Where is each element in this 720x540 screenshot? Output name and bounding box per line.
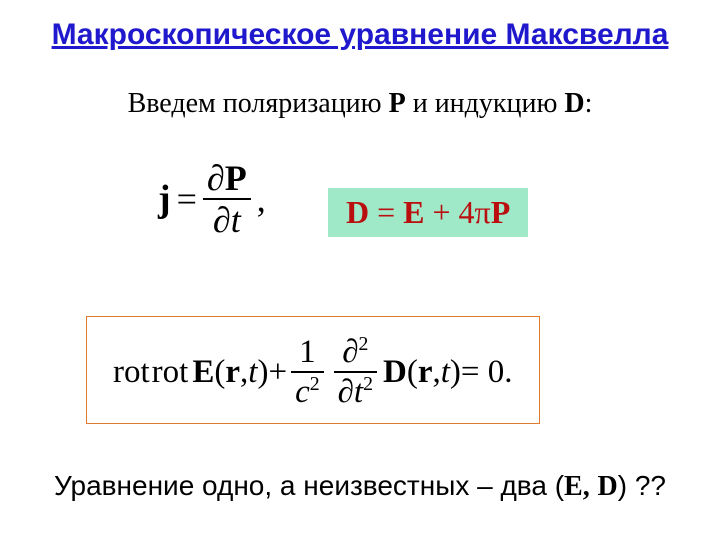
eq1-comma: , — [251, 178, 266, 220]
close2: ) — [450, 354, 461, 391]
num-d2: ∂2 — [338, 335, 372, 371]
eq1-j: j — [158, 177, 171, 221]
frac-d2dt2: ∂2 ∂t2 — [334, 335, 377, 409]
slide-title: Макроскопическое уравнение Максвелла — [0, 18, 720, 52]
den-dt2: ∂t2 — [334, 373, 377, 409]
intro-text: Введем поляризацию P и индукцию D: — [0, 88, 720, 120]
num-1: 1 — [295, 336, 320, 371]
hl-E: E — [403, 194, 424, 230]
comma2: , — [432, 354, 440, 391]
intro-D: D — [564, 88, 584, 119]
hl-plus: + 4 — [425, 194, 475, 230]
footer-D: D — [598, 471, 618, 502]
eq1-t: t — [231, 200, 241, 240]
eq1-num: ∂P — [203, 160, 251, 198]
part-top-exp: 2 — [359, 333, 369, 355]
main-r1: r — [225, 354, 240, 391]
frac-1c2: 1 c2 — [291, 336, 324, 409]
part-bot: ∂ — [338, 374, 354, 410]
main-t2: t — [441, 354, 450, 391]
footer-prefix: Уравнение одно, а неизвестных – два ( — [54, 470, 564, 501]
c: c — [295, 374, 310, 410]
eq1-partial-bottom: ∂ — [213, 200, 231, 240]
equation-j: j = ∂P ∂t , — [158, 160, 266, 238]
den-c2: c2 — [291, 373, 324, 409]
hl-D: D — [346, 194, 369, 230]
main-D: D — [383, 354, 407, 391]
equation-D-highlight: D = E + 4πP — [328, 188, 528, 237]
rot2: rot — [152, 354, 189, 391]
hl-eq: = — [369, 194, 403, 230]
eq1-eq: = — [171, 178, 203, 220]
intro-prefix: Введем поляризацию — [128, 88, 389, 119]
open1: ( — [214, 354, 225, 391]
definition-row: j = ∂P ∂t , D = E + 4πP — [0, 160, 720, 270]
rot1: rot — [113, 354, 150, 391]
comma1: , — [240, 354, 248, 391]
intro-P: P — [389, 88, 406, 119]
slide: Макроскопическое уравнение Максвелла Вве… — [0, 0, 720, 540]
boxed-equation: rotrotE(r,t) + 1 c2 ∂2 ∂t2 D(r,t) = 0. — [86, 316, 540, 424]
eq1-fraction: ∂P ∂t — [203, 160, 251, 238]
main-r2: r — [418, 354, 433, 391]
part-top: ∂ — [342, 334, 358, 370]
footer-E: E — [564, 471, 583, 502]
eqzero: = 0. — [461, 354, 513, 391]
t-bot: t — [354, 374, 363, 410]
footer-text: Уравнение одно, а неизвестных – два (E, … — [0, 470, 720, 503]
eq1-partial-top: ∂ — [207, 158, 225, 198]
main-E: E — [192, 354, 214, 391]
main-t1: t — [248, 354, 257, 391]
t-bot-exp: 2 — [363, 373, 373, 395]
main-equation: rotrotE(r,t) + 1 c2 ∂2 ∂t2 D(r,t) = 0. — [113, 335, 513, 409]
open2: ( — [407, 354, 418, 391]
footer-comma: , — [583, 471, 590, 502]
c-exp: 2 — [310, 373, 320, 395]
eq1-den: ∂t — [209, 200, 245, 238]
intro-suffix: : — [585, 88, 593, 119]
intro-middle: и индукцию — [406, 88, 565, 119]
footer-suffix: ) ?? — [618, 470, 666, 501]
hl-P: P — [491, 194, 511, 230]
hl-pi: π — [475, 194, 491, 230]
plus: + — [268, 354, 287, 391]
eq1-P: P — [225, 158, 247, 198]
close1: ) — [257, 354, 268, 391]
